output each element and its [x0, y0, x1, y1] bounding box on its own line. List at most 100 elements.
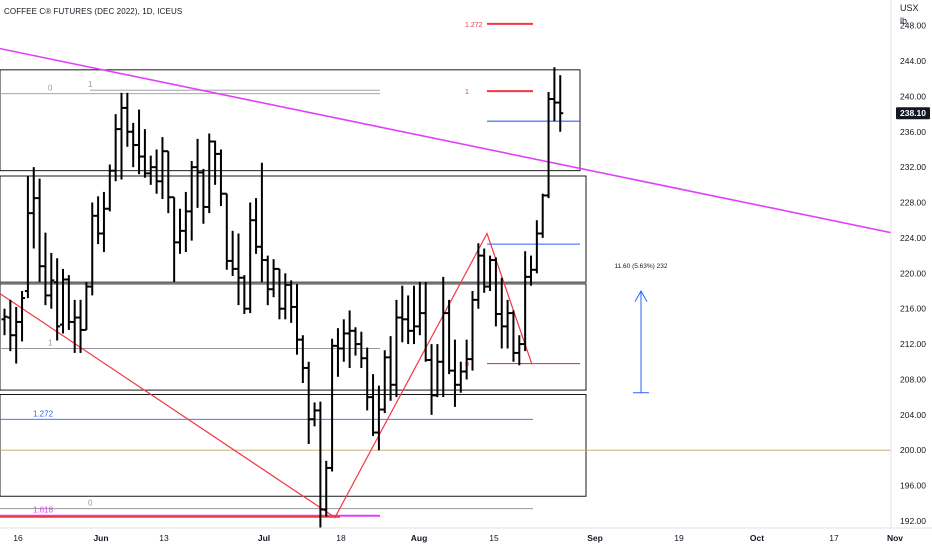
ohlc-bar [136, 109, 143, 175]
ohlc-bar [24, 176, 31, 299]
fib-left-label-2: 0 [48, 84, 53, 93]
fib-left-label-1: 1 [88, 80, 93, 89]
chart-title: COFFEE C® FUTURES (DEC 2022), 1D, ICEUS [4, 7, 183, 16]
ohlc-bar [317, 401, 324, 529]
ohlc-bar [95, 196, 102, 245]
ohlc-bar [241, 275, 248, 314]
last-price-label: 238.10 [900, 108, 926, 118]
ohlc-bar [19, 291, 26, 342]
ohlc-bar [399, 285, 406, 343]
ohlc-bar [60, 268, 66, 334]
time-axis: 16 Jun 13 Jul 18 Aug 15 Sep 19 Oct 17 Nov [0, 527, 932, 543]
ohlc-bar [545, 91, 552, 199]
ohlc-bar [83, 282, 90, 331]
ohlc-bar [334, 328, 341, 377]
ohlc-bar [516, 335, 523, 366]
ohlc-bar [212, 140, 219, 185]
currency-label: USX [900, 3, 919, 13]
trendlines [0, 47, 892, 519]
ohlc-bar [182, 191, 189, 253]
ohlc-bar [533, 220, 540, 274]
price-tick-label: 204.00 [900, 410, 926, 420]
ohlc-bar [1, 308, 8, 336]
time-tick-label: Jun [93, 533, 108, 543]
ohlc-bar [130, 122, 137, 168]
ohlc-bar [165, 150, 172, 214]
ohlc-bar [89, 202, 96, 296]
ohlc-bar [118, 92, 125, 180]
ohlc-bar [522, 251, 529, 352]
ohlc-bar [30, 167, 37, 249]
ohlc-bar [440, 276, 447, 398]
time-tick-label: 17 [829, 533, 839, 543]
ohlc-bar [71, 299, 78, 353]
ohlc-bar [100, 191, 107, 253]
ohlc-bar [188, 160, 195, 241]
ohlc-bar [206, 133, 213, 214]
ohlc-bar [253, 198, 260, 254]
ohlc-bar [504, 299, 511, 349]
ohlc-bar [13, 306, 20, 364]
ohlc-bar [428, 344, 435, 415]
range-box-2 [0, 175, 587, 283]
ohlc-bar [276, 267, 283, 320]
ohlc-bar [177, 208, 183, 254]
ohlc-bar [323, 460, 330, 517]
ohlc-bar [294, 283, 300, 355]
ohlc-bar [387, 336, 394, 401]
ohlc-bar [112, 114, 119, 182]
ohlc-bar [7, 299, 14, 352]
ohlc-bar [510, 310, 517, 362]
ohlc-bar [171, 196, 178, 283]
time-tick-label: Aug [411, 533, 428, 543]
ohlc-bar [48, 252, 55, 309]
ohlc-bar [469, 291, 476, 371]
ohlc-bar [352, 327, 359, 356]
ohlc-bar [329, 338, 336, 472]
ohlc-bar [36, 178, 43, 283]
ohlc-bar [247, 202, 254, 314]
ohlc-bar [422, 282, 429, 362]
ohlc-bar [258, 162, 265, 283]
ohlc-bar [194, 138, 201, 208]
price-tick-label: 244.00 [900, 56, 926, 66]
ohlc-bar [457, 361, 464, 393]
ohlc-bar [528, 255, 534, 286]
ohlc-bar [217, 149, 224, 207]
ohlc-bar [539, 193, 546, 238]
time-tick-label: 19 [674, 533, 684, 543]
price-tick-label: 200.00 [900, 445, 926, 455]
ohlc-bar [551, 67, 558, 122]
ohlc-bar [65, 275, 72, 330]
range-box-3 [0, 283, 587, 391]
ohlc-bar [282, 273, 289, 320]
ohlc-bar [434, 344, 441, 398]
price-tick-label: 208.00 [900, 374, 926, 384]
price-tick-label: 216.00 [900, 304, 926, 314]
zigzag-line [0, 232, 533, 519]
price-tick-label: 224.00 [900, 233, 926, 243]
price-tick-label: 220.00 [900, 268, 926, 278]
fib-left-label-6: 1.618 [33, 506, 54, 515]
ohlc-bar [375, 385, 382, 451]
time-tick-label: Sep [587, 533, 603, 543]
ohlc-bar [393, 299, 400, 398]
ohlc-bar [223, 192, 230, 270]
time-tick-label: Oct [750, 533, 764, 543]
ohlc-bar [77, 299, 84, 353]
ohlc-bar [42, 232, 49, 306]
ohlc-bar [147, 155, 154, 185]
descending-trendline [0, 47, 892, 234]
ohlc-bar [106, 164, 113, 212]
ohlc-bar [124, 92, 131, 147]
time-tick-label: Nov [887, 533, 903, 543]
ohlc-bar [487, 255, 494, 291]
ohlc-bar [229, 230, 236, 276]
ohlc-bar [340, 319, 347, 362]
time-tick-label: 18 [336, 533, 346, 543]
ohlc-bar [492, 257, 499, 327]
fib-right-label-1: 1.272 [465, 22, 483, 29]
unit-label: lb [900, 16, 908, 26]
